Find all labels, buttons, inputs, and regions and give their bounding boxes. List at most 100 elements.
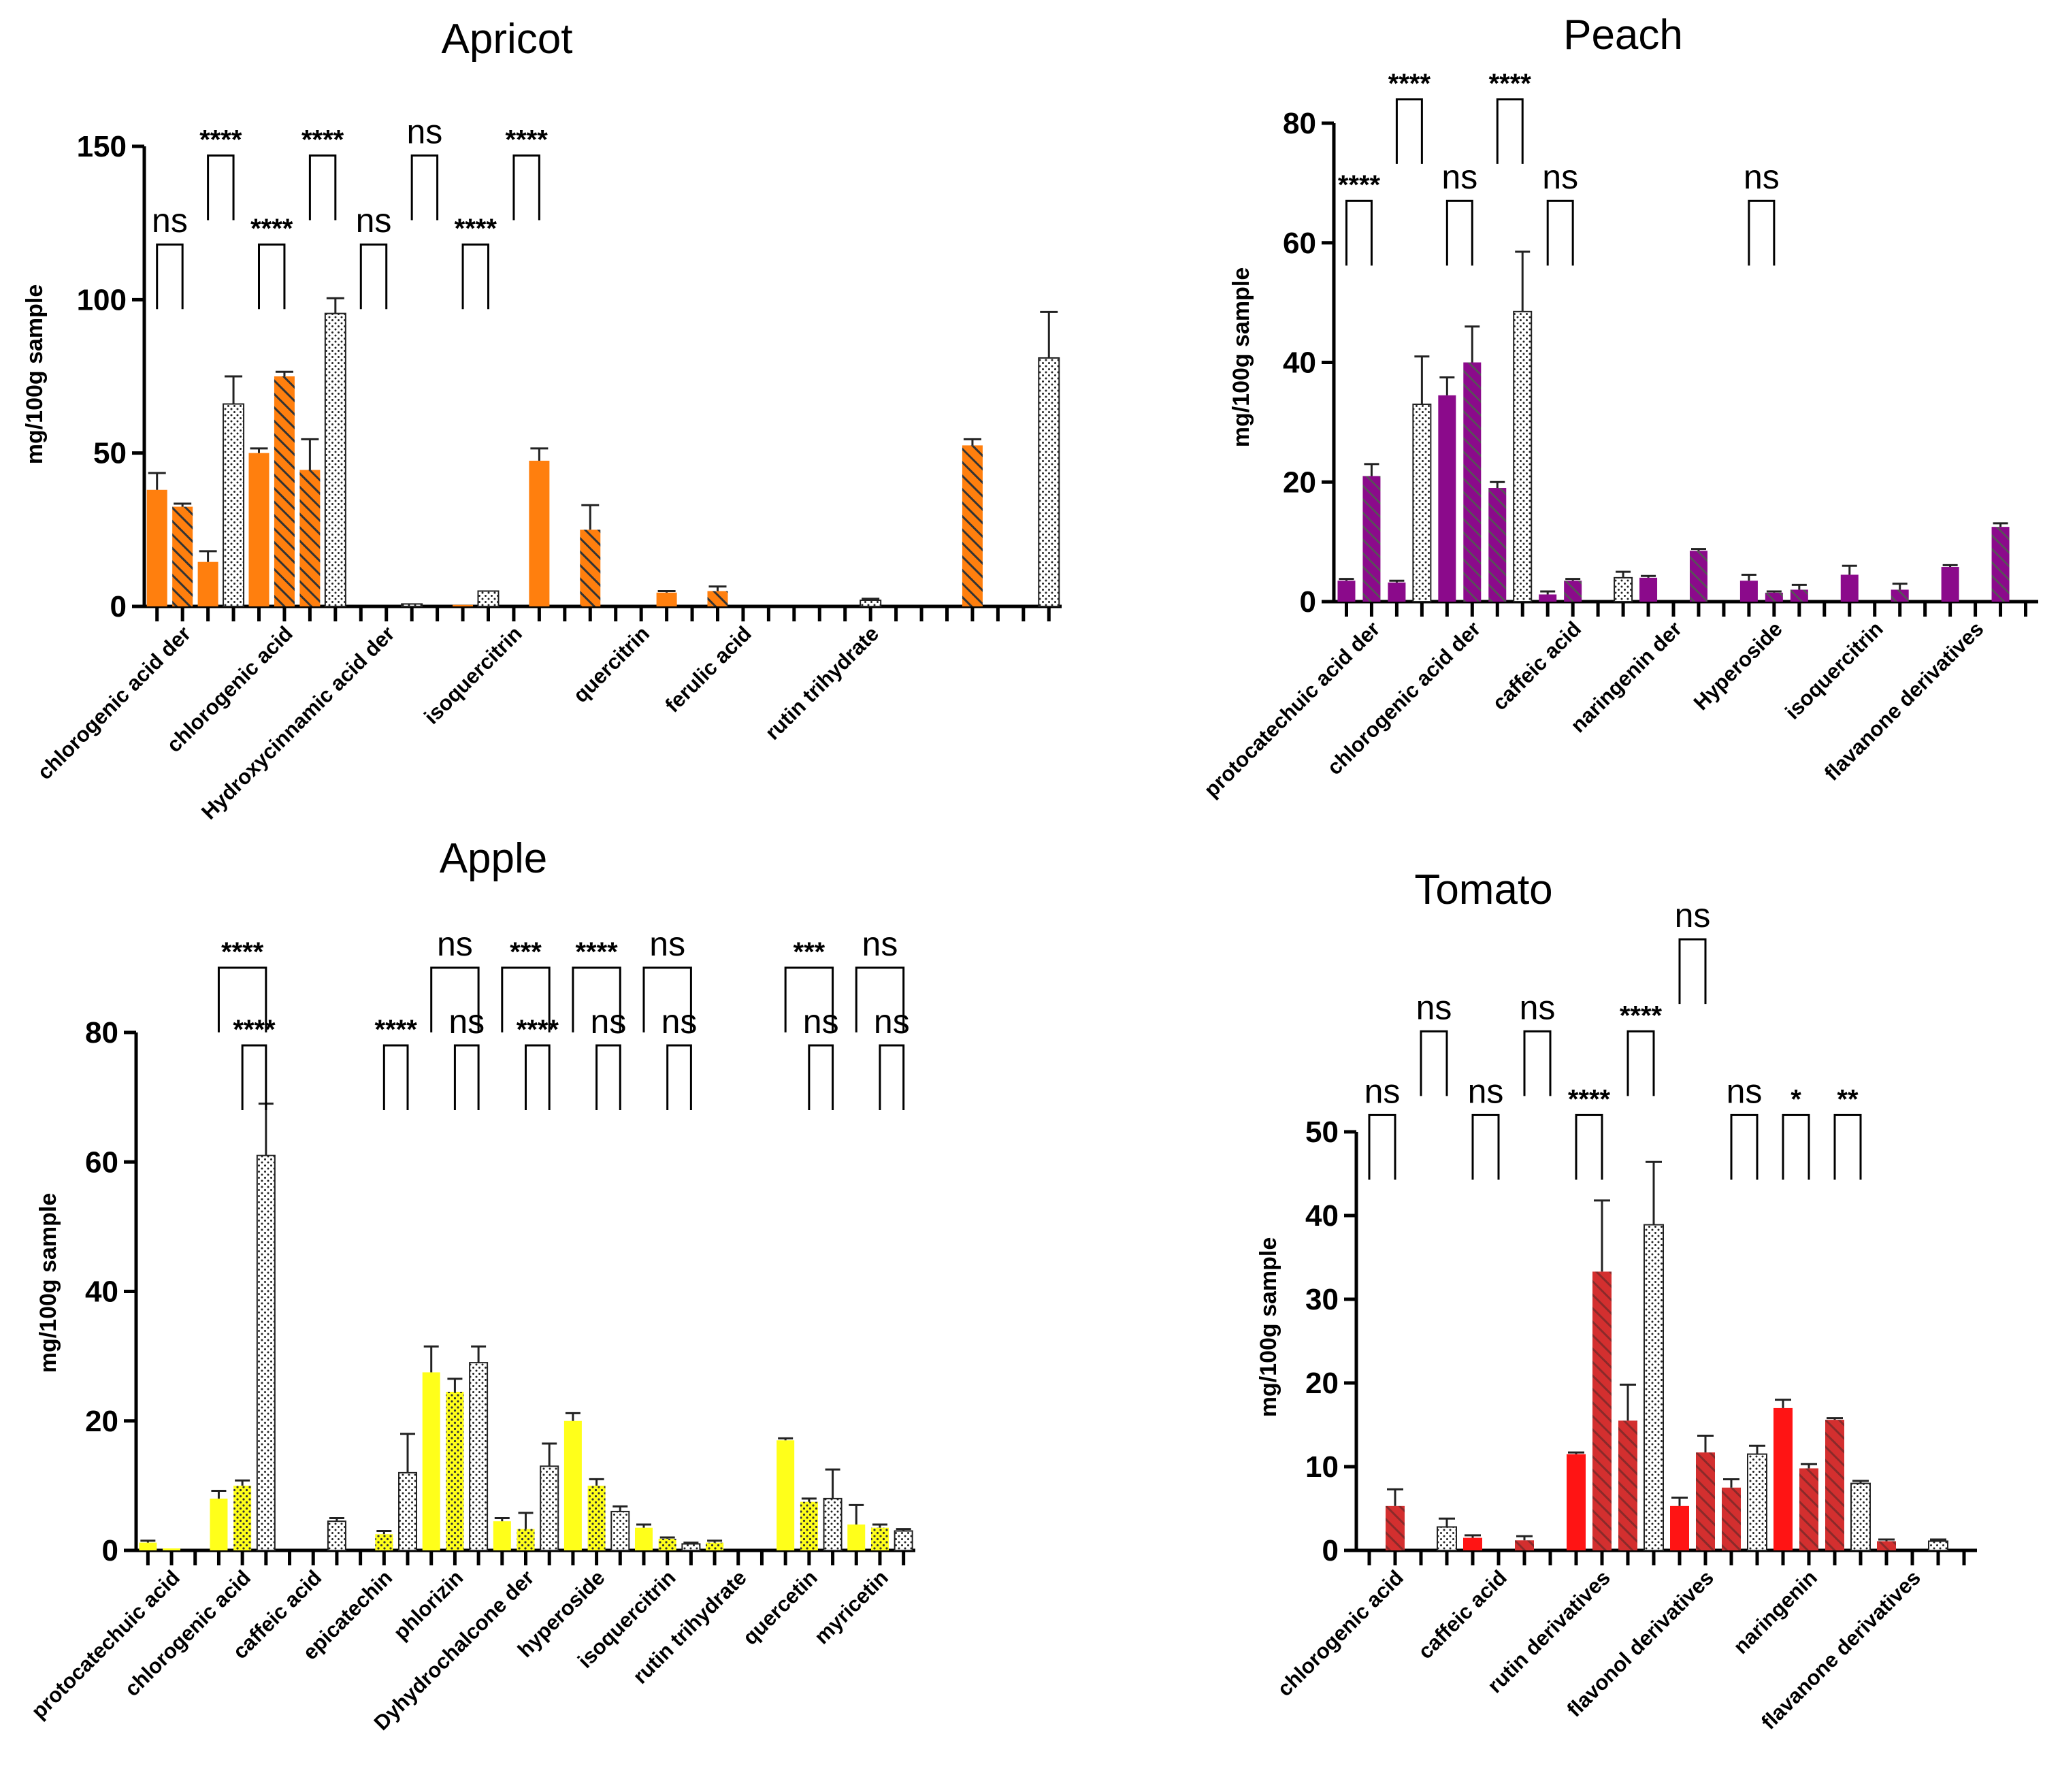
- bar: [139, 1542, 157, 1550]
- bar: [469, 1362, 489, 1551]
- significance-bracket: [258, 243, 286, 310]
- bar: [223, 403, 245, 607]
- bar: [1515, 1540, 1534, 1550]
- chart-panel-apple: Apple mg/100g sample 020406080protocatec…: [27, 835, 915, 1735]
- significance-label: ****: [1568, 1084, 1611, 1114]
- bar: [706, 1542, 724, 1550]
- significance-label: ns: [1520, 988, 1556, 1026]
- bar: [870, 1527, 889, 1550]
- y-tick-label: 30: [1305, 1283, 1339, 1316]
- y-tick-label: 0: [1300, 585, 1316, 619]
- y-axis-label-apple: mg/100g sample: [35, 1193, 61, 1373]
- bar: [580, 530, 601, 606]
- chart-title-peach: Peach: [1563, 12, 1683, 59]
- x-tick-label: isoquercitrin: [419, 621, 527, 729]
- y-tick-label: 60: [85, 1145, 118, 1179]
- bar: [375, 1534, 393, 1550]
- bar: [563, 1420, 582, 1550]
- bar: [681, 1543, 701, 1552]
- significance-label: ns: [1416, 988, 1452, 1026]
- bar: [1850, 1482, 1871, 1552]
- bar: [324, 312, 346, 607]
- significance-bracket: [1782, 1113, 1810, 1180]
- y-tick-label: 0: [102, 1534, 118, 1567]
- chart-title-apricot: Apricot: [442, 16, 573, 63]
- significance-bracket: [512, 154, 540, 221]
- significance-label: ns: [874, 1003, 910, 1041]
- y-tick-label: 10: [1305, 1450, 1339, 1484]
- x-tick-label: quercetin: [738, 1565, 821, 1649]
- bar: [453, 604, 474, 606]
- bar: [299, 470, 321, 606]
- bar: [422, 1372, 440, 1550]
- significance-bracket: [525, 1044, 551, 1111]
- bar: [1991, 527, 2010, 602]
- bar: [1388, 582, 1406, 602]
- x-tick-label: myricetin: [810, 1565, 893, 1648]
- y-tick-label: 150: [77, 130, 127, 163]
- bar: [233, 1485, 252, 1550]
- bar: [529, 460, 550, 606]
- significance-label: ****: [455, 214, 497, 244]
- bar: [776, 1440, 795, 1550]
- y-tick-label: 40: [1283, 346, 1316, 380]
- significance-bracket: [879, 1044, 905, 1111]
- chart-panel-tomato: Tomato mg/100g sample 0 10 20 30 40 50 chlorog…: [1256, 866, 1977, 1734]
- bar: [1877, 1541, 1896, 1550]
- y-tick-label: 0: [1322, 1534, 1339, 1567]
- bar: [146, 489, 167, 606]
- significance-label: ns: [448, 1003, 485, 1041]
- significance-label: ns: [1468, 1072, 1504, 1110]
- significance-bracket: [1730, 1113, 1759, 1180]
- significance-bracket: [1833, 1113, 1862, 1180]
- significance-bracket: [1523, 1030, 1552, 1096]
- bar: [1825, 1420, 1844, 1550]
- bar: [962, 445, 983, 606]
- significance-label: ns: [803, 1003, 839, 1041]
- significance-label: ns: [1744, 158, 1780, 196]
- significance-bracket: [1345, 199, 1373, 266]
- x-tick-label: rutin trihydrate: [760, 621, 883, 745]
- bar: [1592, 1271, 1612, 1550]
- bar: [1765, 592, 1783, 602]
- bar: [401, 603, 423, 607]
- significance-label: ****: [1388, 69, 1431, 99]
- x-tick-label: Hyperoside: [1689, 617, 1787, 715]
- significance-label: ns: [152, 201, 188, 240]
- significance-label: ns: [591, 1003, 627, 1041]
- y-tick-label: 100: [77, 283, 127, 316]
- significance-label: ****: [1620, 1000, 1663, 1030]
- y-tick-label: 40: [1305, 1199, 1339, 1233]
- y-axis-label-peach: mg/100g sample: [1228, 267, 1254, 448]
- bar: [1488, 488, 1507, 602]
- bar: [1539, 594, 1557, 602]
- significance-label: ****: [506, 125, 549, 155]
- significance-bracket: [207, 154, 235, 221]
- significance-label: ****: [301, 125, 344, 155]
- x-tick-label: ferulic acid: [660, 621, 755, 717]
- significance-label: *: [1791, 1084, 1801, 1114]
- significance-bracket: [308, 154, 337, 221]
- significance-label: ns: [406, 113, 442, 151]
- significance-bracket: [1395, 98, 1423, 164]
- bar: [610, 1510, 630, 1552]
- significance-label: ns: [661, 1003, 698, 1041]
- bar: [587, 1485, 606, 1550]
- significance-bracket: [784, 966, 834, 1032]
- y-tick-label: 20: [1305, 1367, 1339, 1400]
- significance-label: ns: [356, 201, 392, 240]
- y-tick-label: 60: [1283, 227, 1316, 260]
- x-tick-label: caffeic acid: [1488, 617, 1586, 715]
- bar: [540, 1465, 559, 1551]
- significance-label: ****: [1489, 69, 1532, 99]
- significance-bracket: [595, 1044, 621, 1111]
- significance-label: ns: [649, 925, 685, 963]
- significance-label: ****: [233, 1015, 276, 1045]
- x-tick-label: chlorogenic acid: [1273, 1565, 1408, 1701]
- chart-panel-peach: Peach mg/100g sample 0 20 40 60 80 protocatec…: [1199, 12, 2038, 802]
- bar: [1639, 577, 1658, 602]
- y-tick-label: 50: [1305, 1115, 1339, 1149]
- bar: [1928, 1540, 1948, 1551]
- bar: [658, 1538, 676, 1550]
